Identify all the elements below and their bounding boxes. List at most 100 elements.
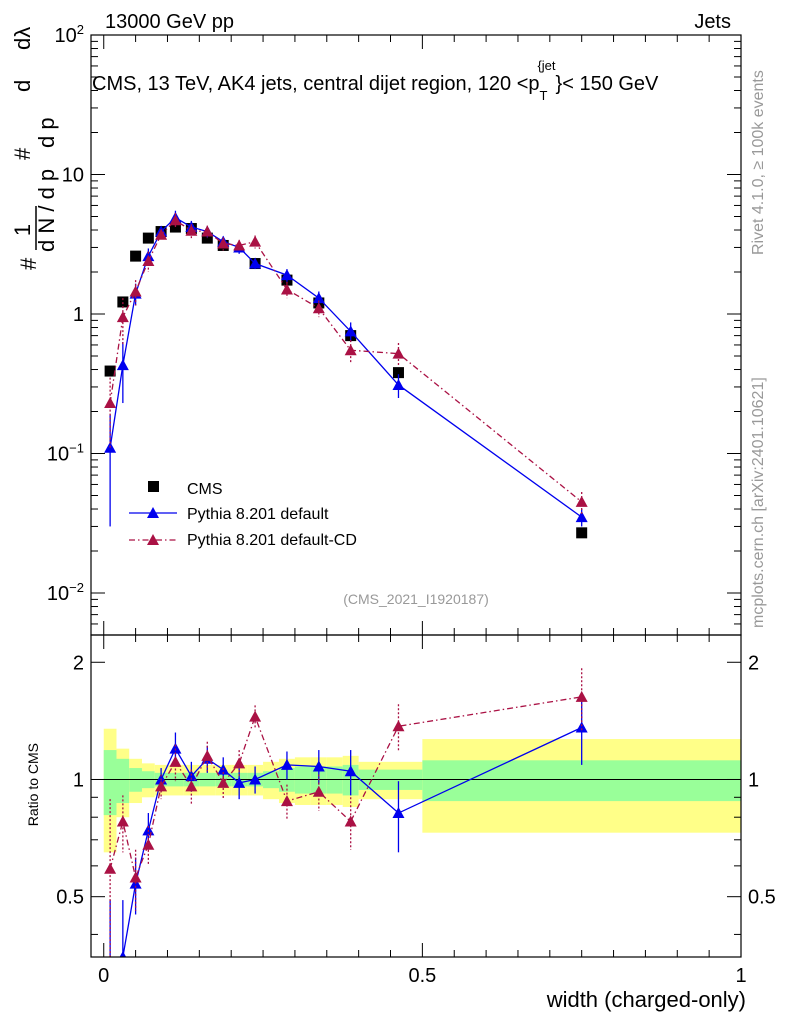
ratio-point-1 [233, 776, 246, 788]
ratio-point-2 [201, 749, 214, 761]
series-point-2 [392, 347, 405, 359]
ratio-point-2 [217, 776, 230, 788]
series-point-1 [344, 325, 357, 337]
svg-text:d p: d p [34, 117, 59, 148]
ratio-point-2 [155, 780, 168, 792]
legend-label-cms: CMS [187, 481, 223, 498]
ratio-panel-frame [90, 634, 742, 958]
svg-text:1: 1 [10, 224, 35, 236]
cms-data-point [142, 232, 154, 244]
y-tick-base: 10 [62, 165, 84, 187]
y-tick-label: 10 [62, 165, 84, 187]
series-point-2 [344, 344, 357, 356]
ratio-point-2 [575, 690, 588, 702]
legend-label-default: Pythia 8.201 default [187, 506, 329, 523]
ratio-point-2 [169, 755, 182, 767]
ratio-point-2 [344, 815, 357, 827]
x-axis-label: width (charged-only) [546, 987, 746, 1012]
ratio-point-1 [312, 760, 325, 772]
svg-text:#: # [16, 257, 41, 270]
ratio-tick-label-left: 0.5 [56, 887, 84, 909]
y-tick-label: 10−2 [47, 580, 84, 605]
ratio-line-1 [122, 726, 582, 957]
uncertainty-band-inner [294, 766, 311, 794]
series-point-1 [249, 257, 262, 269]
legend-marker-cms [148, 481, 159, 492]
ratio-point-1 [249, 773, 262, 785]
series-point-2 [129, 285, 142, 297]
ratio-tick-label-left: 1 [73, 769, 84, 791]
cms-data-point [104, 365, 116, 377]
series-point-2 [280, 283, 293, 295]
y-tick-label: 102 [55, 22, 84, 47]
ratio-point-2 [116, 815, 129, 827]
ratio-point-1 [104, 989, 116, 1000]
uncertainty-band-inner [326, 766, 343, 794]
y-tick-base: 10 [55, 25, 77, 47]
y-tick-exponent: 2 [77, 22, 84, 37]
series-point-2 [249, 235, 262, 247]
series-point-1 [280, 269, 293, 281]
analysis-tag: (CMS_2021_I1920187) [343, 591, 489, 607]
ratio-point-1 [575, 721, 588, 733]
series-point-1 [116, 359, 129, 371]
y-tick-exponent: −2 [69, 580, 84, 595]
x-tick-label: 0 [98, 965, 109, 987]
ratio-point-2 [280, 795, 293, 807]
ratio-point-2 [233, 757, 246, 769]
y-tick-exponent: −1 [69, 441, 84, 456]
uncertainty-band-inner [103, 750, 117, 816]
svg-text:d: d [10, 80, 35, 92]
ratio-tick-label-right: 0.5 [748, 887, 776, 909]
series-point-2 [201, 225, 214, 237]
ratio-panel-series [104, 668, 588, 1000]
ratio-point-2 [104, 862, 117, 874]
cms-data-point [130, 250, 142, 262]
y-axis-label: # 1 d N / d p # d p d dλ [10, 27, 59, 270]
series-point-1 [312, 292, 325, 304]
series-point-2 [116, 311, 129, 323]
x-tick-label: 0.5 [408, 965, 436, 987]
ratio-bands [103, 728, 741, 853]
svg-text:#: # [10, 147, 35, 160]
legend-label-cd: Pythia 8.201 default-CD [187, 532, 357, 549]
series-point-2 [155, 228, 168, 240]
rivet-label: Rivet 4.1.0, ≥ 100k events [750, 70, 767, 255]
y-tick-label: 10−1 [47, 441, 84, 466]
series-point-1 [392, 378, 405, 390]
ratio-tick-label-right: 2 [748, 652, 759, 674]
ratio-point-1 [119, 951, 127, 957]
legend-marker-default [147, 507, 159, 518]
series-point-2 [169, 214, 182, 226]
ratio-tick-label-left: 2 [73, 652, 84, 674]
ratio-point-1 [185, 770, 198, 782]
ratio-point-1 [169, 742, 182, 754]
series-point-2 [575, 495, 588, 507]
ratio-point-2 [312, 785, 325, 797]
series-point-2 [217, 237, 230, 249]
cms-data-point [576, 527, 588, 539]
y-tick-base: 10 [47, 583, 69, 605]
uncertainty-band-inner [116, 758, 130, 804]
ratio-y-axis-label: Ratio to CMS [25, 743, 41, 826]
series-line-2 [109, 219, 583, 503]
ratio-point-2 [392, 720, 405, 732]
series-point-2 [185, 224, 198, 236]
header-category: Jets [694, 11, 731, 33]
svg-text:d N / d p: d N / d p [34, 169, 59, 252]
header-energy: 13000 GeV pp [105, 11, 234, 33]
uncertainty-band-inner [422, 760, 741, 802]
ratio-point-1 [344, 765, 357, 777]
x-tick-label: 1 [735, 965, 746, 987]
cms-data-point [392, 367, 404, 379]
legend: CMS Pythia 8.201 default Pythia 8.201 de… [129, 481, 357, 549]
series-point-2 [104, 397, 117, 409]
mcplots-label: mcplots.cern.ch [arXiv:2401.10621] [750, 377, 767, 628]
series-point-2 [312, 302, 325, 314]
main-panel-series [104, 210, 588, 539]
svg-text:dλ: dλ [10, 27, 35, 50]
ratio-point-2 [249, 710, 262, 722]
series-point-1 [575, 511, 588, 523]
